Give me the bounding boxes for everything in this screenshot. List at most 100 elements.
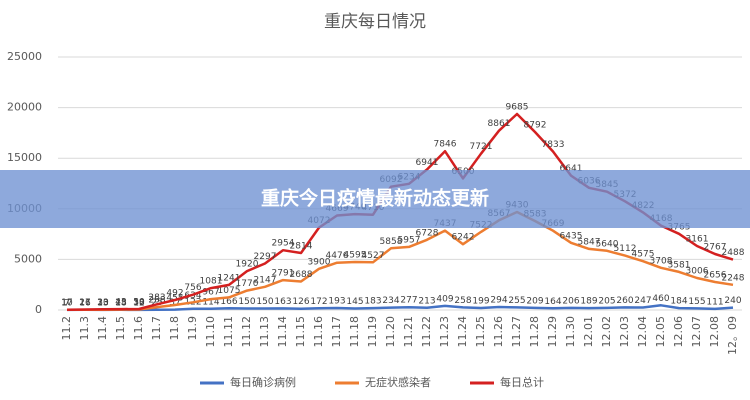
data-label: 1081 xyxy=(200,277,223,287)
data-label: 6941 xyxy=(416,158,439,168)
data-label: 2814 xyxy=(290,242,313,252)
x-tick-label: 11.29 xyxy=(546,316,559,348)
data-label: 163 xyxy=(274,297,291,307)
data-label: 6728 xyxy=(416,228,439,238)
data-label: 2147 xyxy=(254,275,277,285)
data-label: 183 xyxy=(364,297,381,307)
data-label: 38 xyxy=(133,298,145,308)
x-tick-label: 12.07 xyxy=(690,316,703,348)
data-label: 43 xyxy=(115,298,126,308)
data-label: 126 xyxy=(292,297,309,307)
series-line xyxy=(66,210,734,312)
legend-label: 无症状感染者 xyxy=(365,375,431,389)
data-label: 2488 xyxy=(722,248,745,258)
x-tick-label: 11.20 xyxy=(384,316,397,348)
data-label: 4527 xyxy=(362,251,385,261)
data-label: 213 xyxy=(418,296,435,306)
data-label: 2297 xyxy=(254,252,277,262)
data-label: 8861 xyxy=(488,119,511,129)
data-label: 8792 xyxy=(524,121,547,131)
data-label: 33 xyxy=(97,298,108,308)
data-label: 967 xyxy=(202,288,219,298)
data-label: 164 xyxy=(544,297,561,307)
data-label: 172 xyxy=(310,297,327,307)
data-label: 6641 xyxy=(560,164,583,174)
data-label: 145 xyxy=(346,297,363,307)
data-label: 1241 xyxy=(218,273,241,283)
data-label: 1770 xyxy=(236,279,259,289)
data-label: 114 xyxy=(202,297,219,307)
data-label: 277 xyxy=(400,296,417,306)
data-label: 166 xyxy=(220,297,237,307)
data-label: 3581 xyxy=(668,260,691,270)
x-tick-label: 12.04 xyxy=(636,316,649,348)
data-label: 150 xyxy=(256,297,273,307)
data-label: 2248 xyxy=(722,273,745,283)
data-label: 184 xyxy=(670,297,687,307)
x-tick-label: 11.10 xyxy=(204,316,217,348)
data-label: 27 xyxy=(79,298,90,308)
x-tick-label: 11.23 xyxy=(438,316,451,348)
x-tick-label: 11.8 xyxy=(168,316,181,341)
data-label: 2767 xyxy=(704,242,727,252)
x-tick-label: 11.28 xyxy=(528,316,541,348)
y-tick-label: 15000 xyxy=(7,151,42,164)
data-label: 150 xyxy=(238,297,255,307)
data-label: 294 xyxy=(490,296,507,306)
x-tick-label: 11.16 xyxy=(312,316,325,348)
x-tick-label: 12.01 xyxy=(582,316,595,348)
data-label: 5847 xyxy=(578,237,601,247)
data-label: 3006 xyxy=(686,267,709,277)
data-label: 455 xyxy=(166,294,183,304)
data-label: 3900 xyxy=(308,257,331,267)
data-label: 255 xyxy=(508,296,525,306)
data-label: 4595 xyxy=(344,251,367,261)
x-tick-label: 11.21 xyxy=(402,316,415,348)
data-label: 17 xyxy=(61,298,72,308)
data-label: 4575 xyxy=(632,250,655,260)
data-label: 6435 xyxy=(560,231,583,241)
banner-band xyxy=(0,170,750,228)
data-label: 25 xyxy=(115,298,126,308)
data-label: 155 xyxy=(688,297,705,307)
data-label: 5957 xyxy=(398,235,421,245)
data-label: 7 xyxy=(64,298,70,308)
data-label: 283 xyxy=(148,293,165,303)
x-tick-label: 11.9 xyxy=(186,316,199,341)
data-label: 18 xyxy=(115,298,127,308)
x-tick-label: 11.26 xyxy=(492,316,505,348)
data-label: 409 xyxy=(436,294,453,304)
data-label: 258 xyxy=(454,296,471,306)
x-tick-label: 11.15 xyxy=(294,316,307,348)
data-label: 5858 xyxy=(380,237,403,247)
x-tick-label: 11.6 xyxy=(132,316,145,341)
x-tick-label: 11.17 xyxy=(330,316,343,348)
y-tick-label: 0 xyxy=(35,303,42,316)
x-tick-label: 12.08 xyxy=(708,316,721,348)
x-tick-label: 11.19 xyxy=(366,316,379,348)
x-tick-label: 11.3 xyxy=(78,316,91,341)
chart-title: 重庆每日情况 xyxy=(324,12,426,32)
data-label: 205 xyxy=(598,296,615,306)
banner-title: 重庆今日疫情最新动态更新 xyxy=(261,187,489,210)
series-line xyxy=(66,304,734,312)
x-tick-label: 11.30 xyxy=(564,316,577,348)
data-label: 37 xyxy=(169,298,180,308)
data-label: 199 xyxy=(472,296,489,306)
data-label: 7833 xyxy=(542,140,565,150)
x-tick-label: 11.7 xyxy=(150,316,163,341)
data-label: 240 xyxy=(724,296,741,306)
data-label: 20 xyxy=(97,298,109,308)
data-label: 189 xyxy=(580,297,597,307)
data-label: 1075 xyxy=(218,286,241,296)
x-tick-label: 11.12 xyxy=(240,316,253,348)
data-label: 7721 xyxy=(470,142,493,152)
legend-label: 每日总计 xyxy=(500,375,544,389)
x-tick-label: 11.24 xyxy=(456,316,469,348)
x-tick-label: 11.2 xyxy=(60,316,73,341)
x-tick-label: 11.27 xyxy=(510,316,523,348)
data-label: 12 xyxy=(133,298,144,308)
data-label: 11 xyxy=(79,298,90,308)
data-label: 5640 xyxy=(596,239,619,249)
